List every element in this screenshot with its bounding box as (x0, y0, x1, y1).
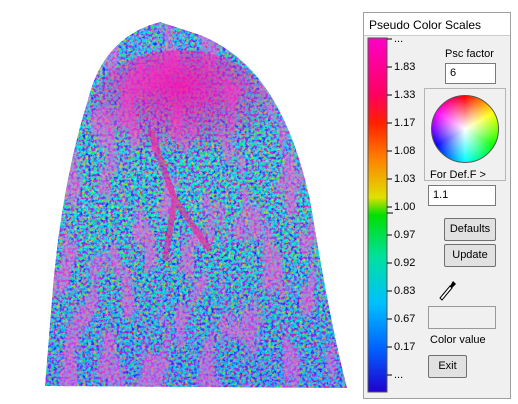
pseudo-color-image (45, 22, 347, 388)
window-title: Pseudo Color Scales (369, 18, 482, 32)
scale-label: 1.33 (394, 89, 416, 101)
scale-label: 0.67 (394, 313, 416, 325)
wheel-frame (424, 88, 506, 181)
color-gradient (367, 37, 388, 393)
eyedropper-icon[interactable] (436, 278, 458, 302)
scale-label: 1.17 (394, 117, 416, 129)
def-f-label: For Def.F > (430, 169, 486, 181)
scale-label: 1.83 (394, 61, 416, 73)
psc-factor-input[interactable]: 6 (445, 63, 496, 84)
title-bar (364, 13, 510, 36)
psc-factor-label: Psc factor (445, 48, 494, 60)
scale-label: ... (394, 33, 404, 45)
exit-button[interactable]: Exit (428, 355, 467, 378)
color-value-label: Color value (430, 334, 486, 346)
scale-label: 0.17 (394, 341, 416, 353)
scale-label: 0.92 (394, 257, 416, 269)
scale-label: 1.00 (394, 201, 416, 213)
color-wheel[interactable] (431, 95, 499, 163)
scale-label: 0.97 (394, 229, 416, 241)
color-swatch (428, 306, 496, 329)
update-button[interactable]: Update (444, 244, 496, 267)
scale-label: ... (394, 369, 404, 381)
color-bar (367, 37, 393, 393)
def-f-input[interactable]: 1.1 (428, 185, 496, 206)
scale-label: 1.03 (394, 173, 416, 185)
scale-label: 1.08 (394, 145, 416, 157)
defaults-button[interactable]: Defaults (444, 218, 496, 241)
scale-label: 0.83 (394, 285, 416, 297)
